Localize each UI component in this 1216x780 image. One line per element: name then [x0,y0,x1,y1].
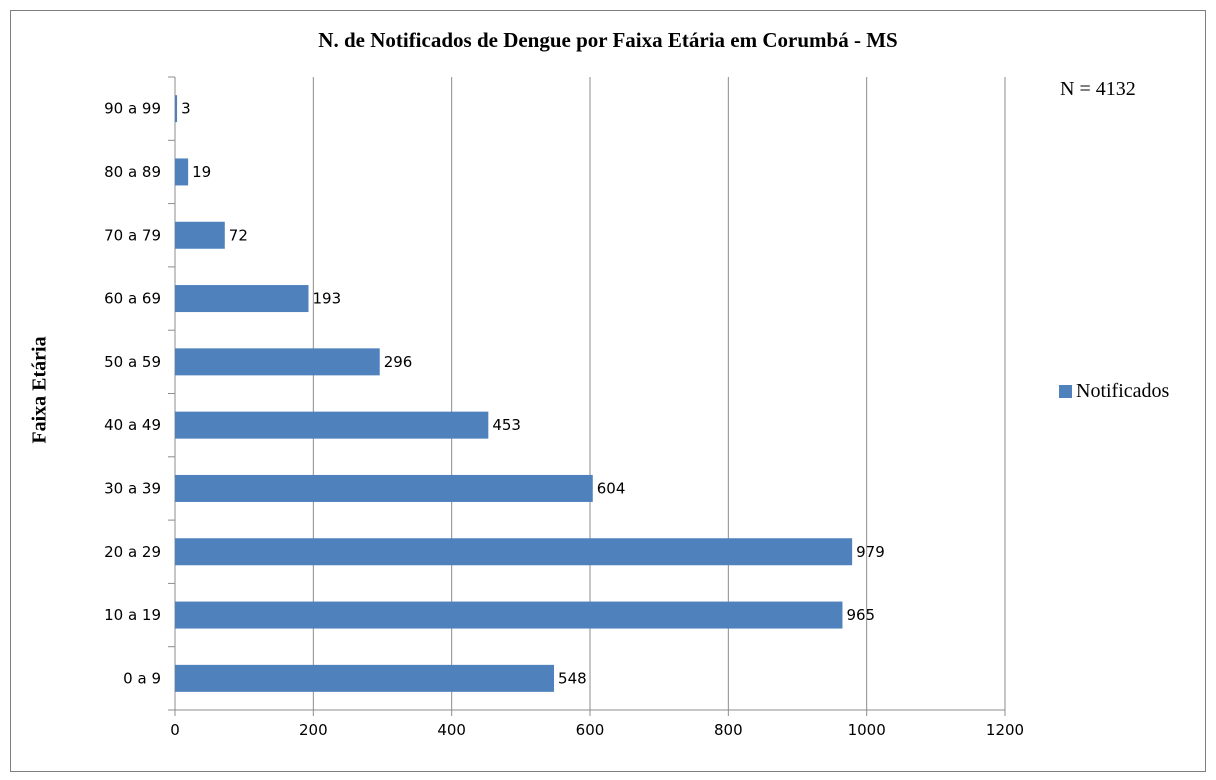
y-tick-label: 10 a 19 [104,606,161,624]
sample-size-annotation: N = 4132 [1060,78,1136,100]
x-tick-label: 0 [170,721,180,739]
y-tick-label: 80 a 89 [104,163,161,181]
bar-80-a-89 [175,158,189,186]
x-tick-label: 600 [576,721,605,739]
data-label: 979 [856,543,885,561]
legend-swatch [1059,385,1072,398]
data-label: 604 [597,479,626,497]
x-tick-label: 400 [437,721,466,739]
data-label: 453 [492,416,521,434]
y-tick-label: 0 a 9 [123,669,161,687]
data-label: 3 [181,100,191,118]
legend: Notificados [1059,380,1169,403]
y-tick-label: 60 a 69 [104,290,161,308]
data-label: 548 [558,669,587,687]
bar-60-a-69 [175,285,309,313]
bar-50-a-59 [175,348,380,376]
chart-frame [10,10,1206,772]
x-tick-label: 800 [714,721,743,739]
y-tick-label: 40 a 49 [104,416,161,434]
data-label: 296 [384,353,413,371]
bar-30-a-39 [175,474,593,502]
y-tick-label: 70 a 79 [104,226,161,244]
bar-40-a-49 [175,411,489,439]
bar-70-a-79 [175,221,225,249]
bar-20-a-29 [175,538,853,566]
data-label: 193 [312,290,341,308]
y-tick-label: 50 a 59 [104,353,161,371]
bar-90-a-99 [175,95,178,123]
y-tick-label: 20 a 29 [104,543,161,561]
y-tick-label: 30 a 39 [104,479,161,497]
x-tick-label: 200 [299,721,328,739]
chart-title: N. de Notificados de Dengue por Faixa Et… [318,28,898,52]
bar-10-a-19 [175,601,843,629]
data-label: 72 [229,226,248,244]
x-tick-label: 1000 [848,721,886,739]
y-tick-label: 90 a 99 [104,100,161,118]
x-tick-label: 1200 [986,721,1024,739]
legend-label: Notificados [1076,380,1170,402]
bar-0-a-9 [175,664,555,692]
data-label: 19 [192,163,211,181]
data-label: 965 [846,606,875,624]
